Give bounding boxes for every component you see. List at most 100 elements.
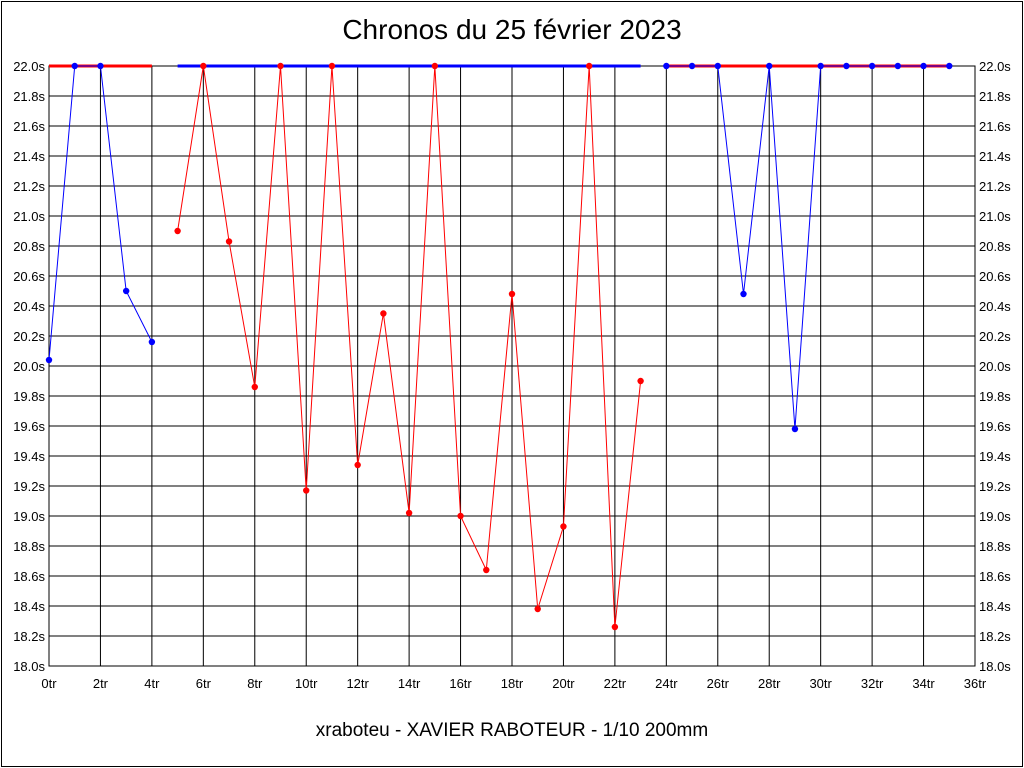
y-tick-label-left: 18.4s (13, 599, 45, 614)
data-point (71, 62, 78, 70)
data-point (560, 523, 567, 530)
data-point (457, 512, 464, 520)
x-tick-label: 8tr (247, 676, 263, 691)
data-point (431, 62, 439, 70)
data-point (637, 377, 644, 385)
data-point (946, 62, 953, 70)
data-point (894, 62, 902, 70)
data-point (303, 487, 310, 494)
data-point (251, 383, 258, 391)
y-tick-label-right: 19.6s (979, 419, 1011, 434)
data-point (508, 290, 516, 298)
y-tick-label-right: 18.0s (979, 659, 1011, 674)
data-point (483, 566, 490, 574)
data-point (766, 62, 773, 70)
x-tick-label: 6tr (196, 676, 212, 691)
y-tick-label-left: 20.2s (13, 329, 45, 344)
data-point (148, 338, 156, 346)
x-tick-label: 34tr (912, 676, 935, 691)
x-tick-label: 12tr (346, 676, 369, 691)
data-point (45, 356, 53, 364)
data-point (97, 62, 104, 70)
data-point (174, 227, 181, 235)
x-tick-label: 4tr (144, 676, 160, 691)
data-point (328, 62, 336, 70)
data-point (200, 62, 207, 70)
chart-title: Chronos du 25 février 2023 (342, 14, 682, 45)
data-point (791, 425, 799, 433)
data-point (843, 62, 850, 70)
data-point (714, 62, 721, 70)
data-point (688, 62, 696, 70)
chart-footer: xraboteu - XAVIER RABOTEUR - 1/10 200mm (315, 720, 709, 741)
y-tick-label-right: 21.2s (979, 179, 1011, 194)
x-tick-label: 0tr (41, 676, 57, 691)
y-tick-label-right: 20.6s (979, 269, 1011, 284)
y-tick-label-left: 19.6s (13, 419, 45, 434)
x-tick-label: 32tr (861, 676, 884, 691)
y-tick-label-right: 21.0s (979, 209, 1011, 224)
data-point (868, 62, 876, 70)
data-point (740, 290, 747, 298)
data-point (354, 461, 361, 469)
y-tick-label-left: 20.0s (13, 359, 45, 374)
y-tick-label-right: 19.8s (979, 389, 1011, 404)
y-tick-label-right: 21.6s (979, 119, 1011, 134)
y-tick-label-left: 18.0s (13, 659, 45, 674)
x-tick-label: 26tr (707, 676, 730, 691)
y-tick-label-left: 18.8s (13, 539, 45, 554)
x-tick-label: 22tr (604, 676, 627, 691)
y-tick-label-right: 22.0s (979, 59, 1011, 74)
y-tick-label-right: 18.6s (979, 569, 1011, 584)
y-tick-label-right: 20.8s (979, 239, 1011, 254)
y-tick-label-left: 21.8s (13, 89, 45, 104)
data-point (817, 62, 824, 70)
y-tick-label-left: 20.4s (13, 299, 45, 314)
x-tick-label: 24tr (655, 676, 678, 691)
y-tick-label-right: 20.0s (979, 359, 1011, 374)
y-tick-label-left: 18.2s (13, 629, 45, 644)
y-tick-label-right: 18.4s (979, 599, 1011, 614)
x-tick-label: 30tr (809, 676, 832, 691)
y-tick-label-right: 18.8s (979, 539, 1011, 554)
y-tick-label-right: 20.4s (979, 299, 1011, 314)
y-tick-label-right: 21.8s (979, 89, 1011, 104)
y-tick-label-left: 20.8s (13, 239, 45, 254)
data-point (663, 62, 670, 70)
data-point (920, 62, 927, 70)
y-tick-label-right: 19.0s (979, 509, 1011, 524)
data-point (585, 62, 593, 70)
y-tick-label-left: 21.4s (13, 149, 45, 164)
data-point (405, 509, 413, 517)
series-line-3 (666, 65, 950, 430)
y-tick-label-right: 19.4s (979, 449, 1011, 464)
y-tick-label-left: 21.6s (13, 119, 45, 134)
y-tick-label-right: 19.2s (979, 479, 1011, 494)
y-tick-label-left: 19.2s (13, 479, 45, 494)
y-tick-label-left: 21.2s (13, 179, 45, 194)
x-tick-label: 2tr (93, 676, 109, 691)
x-tick-label: 14tr (398, 676, 421, 691)
x-tick-label: 16tr (449, 676, 472, 691)
x-tick-label: 20tr (552, 676, 575, 691)
y-tick-label-left: 19.8s (13, 389, 45, 404)
y-tick-label-left: 22.0s (13, 59, 45, 74)
data-point (277, 62, 284, 70)
x-tick-label: 10tr (295, 676, 318, 691)
y-tick-label-left: 20.6s (13, 269, 45, 284)
y-tick-label-right: 20.2s (979, 329, 1011, 344)
y-tick-label-right: 21.4s (979, 149, 1011, 164)
data-point (380, 310, 387, 317)
x-tick-label: 36tr (964, 676, 987, 691)
x-tick-label: 28tr (758, 676, 781, 691)
y-tick-label-left: 21.0s (13, 209, 45, 224)
data-point (225, 238, 233, 245)
data-point (534, 605, 541, 613)
y-tick-label-left: 19.4s (13, 449, 45, 464)
y-tick-label-right: 18.2s (979, 629, 1011, 644)
y-tick-label-left: 19.0s (13, 509, 45, 524)
x-tick-label: 18tr (501, 676, 524, 691)
